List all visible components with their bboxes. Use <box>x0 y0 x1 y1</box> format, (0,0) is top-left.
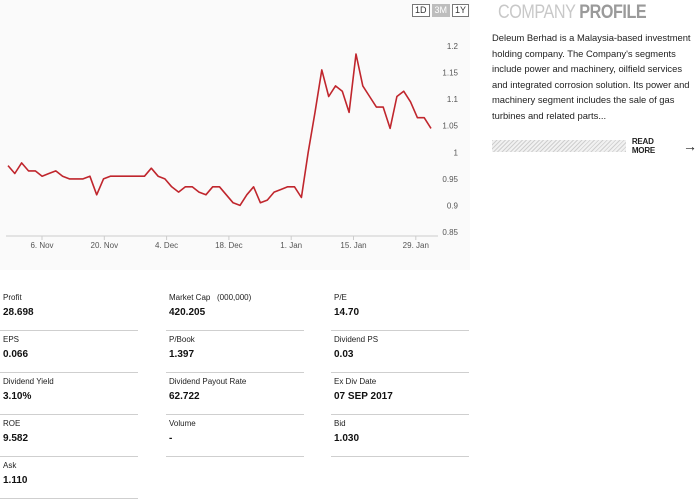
range-selector: 1D 3M 1Y <box>412 4 470 17</box>
stat-value: 9.582 <box>3 433 29 444</box>
stat-p-book: P/Book 1.397 <box>166 332 304 373</box>
stat-value: 07 SEP 2017 <box>334 391 393 402</box>
stat-ask: Ask 1.110 <box>0 458 138 499</box>
stat-pe: P/E 14.70 <box>331 290 469 331</box>
stat-dividend-ps: Dividend PS 0.03 <box>331 332 469 373</box>
stat-value: 28.698 <box>3 307 34 318</box>
stat-dividend-payout-rate: Dividend Payout Rate 62.722 <box>166 374 304 415</box>
stat-value: 420.205 <box>169 307 206 318</box>
arrow-right-icon[interactable]: → <box>683 138 697 154</box>
hatch-divider <box>492 140 626 152</box>
stat-value: 14.70 <box>334 307 360 318</box>
stat-value: 3.10% <box>3 391 32 402</box>
x-tick-label: 1. Jan <box>280 241 302 250</box>
stat-dividend-yield: Dividend Yield 3.10% <box>0 374 138 415</box>
stat-label: Ex Div Date <box>334 377 377 386</box>
stat-profit: Profit 28.698 <box>0 290 138 331</box>
stat-label: Market Cap (000,000) <box>169 293 252 302</box>
stat-value: 62.722 <box>169 391 200 402</box>
x-tick-label: 18. Dec <box>215 241 243 250</box>
y-tick-label: 1.15 <box>442 69 458 78</box>
profile-description: Deleum Berhad is a Malaysia-based invest… <box>492 32 691 121</box>
y-tick-label: 1.1 <box>447 95 459 104</box>
range-1y-button[interactable]: 1Y <box>452 4 470 17</box>
stat-label: Volume <box>169 419 196 428</box>
stat-label: Ask <box>3 461 17 470</box>
price-chart-panel: 1.2 1.15 1.1 1.05 1 0.95 0.9 0.85 6. Nov 20. Nov 4… <box>0 0 470 270</box>
stat-eps: EPS 0.066 <box>0 332 138 373</box>
x-tick-label: 15. Jan <box>340 241 366 250</box>
x-tick-label: 29. Jan <box>403 241 429 250</box>
stat-value: - <box>169 433 173 444</box>
stat-label: Dividend Yield <box>3 377 54 386</box>
stat-label: P/Book <box>169 335 195 344</box>
stat-bid: Bid 1.030 <box>331 416 469 457</box>
stat-market-cap: Market Cap (000,000) 420.205 <box>166 290 304 331</box>
stat-roe: ROE 9.582 <box>0 416 138 457</box>
stat-label: ROE <box>3 419 21 428</box>
y-tick-label: 1.2 <box>447 42 459 51</box>
y-tick-label: 0.95 <box>442 175 458 184</box>
stat-label: Dividend Payout Rate <box>169 377 247 386</box>
x-tick-label: 20. Nov <box>91 241 119 250</box>
range-1d-button[interactable]: 1D <box>412 4 430 17</box>
y-tick-label: 1 <box>454 148 459 157</box>
stat-label: P/E <box>334 293 347 302</box>
stat-value: 0.03 <box>334 349 354 360</box>
read-more-row[interactable]: READ MORE → <box>492 137 697 155</box>
stat-label: EPS <box>3 335 20 344</box>
stat-value: 1.397 <box>169 349 195 360</box>
stat-value: 1.030 <box>334 433 360 444</box>
stat-value: 1.110 <box>3 475 28 486</box>
stat-label: Profit <box>3 293 22 302</box>
profile-heading: COMPANY PROFILE <box>498 2 667 24</box>
x-tick-label: 4. Dec <box>155 241 178 250</box>
range-3m-button[interactable]: 3M <box>431 4 451 17</box>
stat-volume: Volume - <box>166 416 304 457</box>
stat-label: Bid <box>334 419 346 428</box>
profile-heading-light: COMPANY <box>498 2 576 23</box>
y-tick-label: 0.85 <box>442 228 458 237</box>
y-tick-label: 0.9 <box>447 201 459 210</box>
price-series-line <box>7 53 432 207</box>
stat-value: 0.066 <box>3 349 29 360</box>
company-profile: COMPANY PROFILE Deleum Berhad is a Malay… <box>492 0 697 155</box>
profile-heading-bold: PROFILE <box>579 2 647 23</box>
stat-label: Dividend PS <box>334 335 379 344</box>
price-chart: 1.2 1.15 1.1 1.05 1 0.95 0.9 0.85 6. Nov 20. Nov 4… <box>6 42 459 250</box>
read-more-link[interactable]: READ MORE <box>631 137 656 155</box>
y-tick-label: 1.05 <box>442 122 458 131</box>
x-tick-label: 6. Nov <box>30 241 53 250</box>
stat-ex-div-date: Ex Div Date 07 SEP 2017 <box>331 374 469 415</box>
